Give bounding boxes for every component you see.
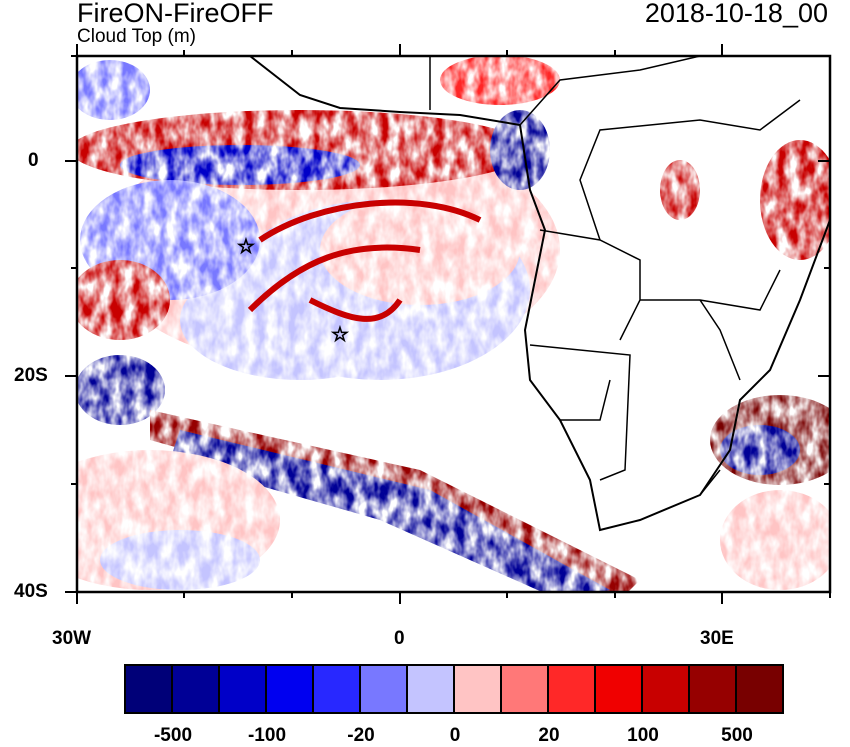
star-marker-icon: ☆: [331, 324, 349, 346]
colorbar-label: -500: [153, 725, 193, 746]
colorbar-label: -100: [247, 725, 287, 746]
star-marker-icon: ☆: [237, 236, 255, 258]
colorbar-label: -20: [347, 725, 375, 746]
colorbar-box: [596, 666, 643, 712]
colorbar-box: [549, 666, 596, 712]
lat-label: 20S: [14, 365, 48, 386]
map-plot: ☆ ☆: [65, 44, 832, 604]
country-borders: [429, 56, 801, 496]
colorbar-box: [361, 666, 408, 712]
plot-date: 2018-10-18_00: [644, 0, 828, 28]
colorbar-box: [314, 666, 361, 712]
cloud-top-field: ☆ ☆: [77, 56, 830, 592]
colorbar-box: [173, 666, 220, 712]
plot-title: FireON-FireOFF: [77, 0, 274, 28]
plot-frame: [75, 54, 832, 594]
lon-label: 30W: [52, 628, 92, 649]
colorbar-label: 100: [627, 725, 659, 746]
colorbar-label: 20: [538, 725, 560, 746]
lat-label: 40S: [14, 581, 48, 602]
lat-label: 0: [28, 150, 39, 171]
colorbar-box: [502, 666, 549, 712]
lon-label: 30E: [700, 628, 734, 649]
plot-subtitle: Cloud Top (m): [77, 26, 196, 47]
colorbar: [124, 664, 784, 714]
colorbar-box: [126, 666, 173, 712]
coastline: [249, 56, 830, 532]
colorbar-box: [737, 666, 782, 712]
colorbar-label: 500: [721, 725, 753, 746]
colorbar-box: [643, 666, 690, 712]
colorbar-box: [455, 666, 502, 712]
colorbar-label: 0: [449, 725, 461, 746]
axis-ticks: [65, 44, 831, 604]
colorbar-box: [267, 666, 314, 712]
colorbar-box: [408, 666, 455, 712]
colorbar-box: [220, 666, 267, 712]
lon-label: 0: [394, 628, 405, 649]
colorbar-box: [690, 666, 737, 712]
